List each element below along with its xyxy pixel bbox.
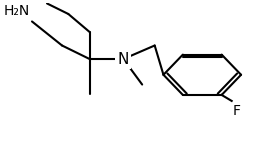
Text: H₂N: H₂N xyxy=(3,4,29,18)
Text: F: F xyxy=(233,104,241,118)
Text: N: N xyxy=(118,51,129,66)
